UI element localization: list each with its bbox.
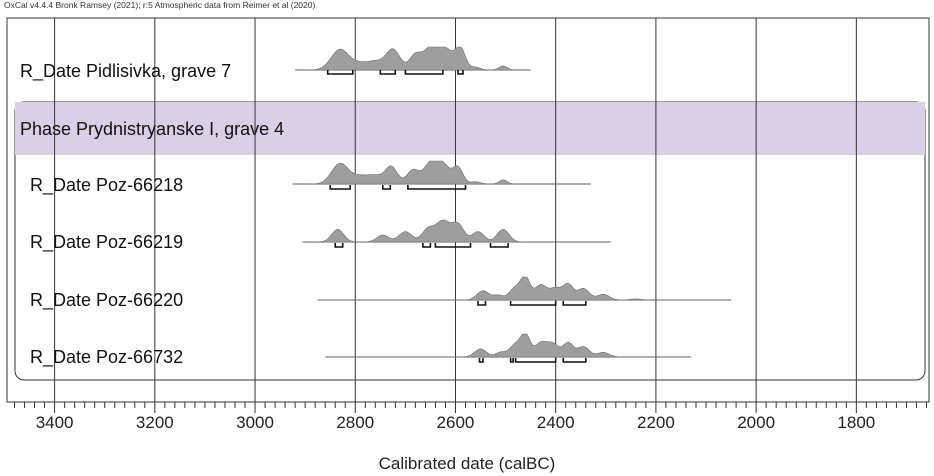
- hpd-range-bracket: [477, 301, 487, 306]
- x-axis: 3400 3200 3000 2800 2600 2400 2200 2000 1800: [14, 402, 927, 432]
- grid-lines: [54, 18, 857, 402]
- hpd-range-bracket: [478, 358, 484, 363]
- x-tick-label: 2200: [637, 413, 675, 432]
- hpd-range-bracket: [509, 358, 514, 363]
- phase-label: Phase Prydnistryanske I, grave 4: [20, 119, 284, 139]
- hpd-range-bracket: [334, 243, 344, 248]
- probability-curve: [292, 160, 591, 185]
- oxcal-header: OxCal v4.4.4 Bronk Ramsey (2021); r:5 At…: [4, 0, 316, 10]
- hpd-range-bracket: [379, 70, 397, 75]
- x-tick-label: 2800: [336, 413, 374, 432]
- hpd-range-bracket: [514, 358, 557, 363]
- hpd-range-bracket: [326, 70, 354, 75]
- hpd-range-bracket: [562, 301, 587, 306]
- x-tick-label: 3000: [236, 413, 274, 432]
- date-row: R_Date Pidlisivka, grave 7: [20, 46, 531, 82]
- hpd-range-bracket: [509, 301, 557, 306]
- phase-band: [15, 102, 925, 155]
- x-tick-label: 1800: [837, 413, 875, 432]
- row-label: R_Date Poz-66219: [30, 232, 183, 253]
- probability-curve: [302, 219, 611, 243]
- plot-frame: [6, 17, 930, 403]
- probability-curve: [295, 46, 531, 71]
- hpd-range-bracket: [422, 243, 432, 248]
- date-rows: R_Date Pidlisivka, grave 7 R_Date Poz-662…: [20, 46, 732, 368]
- x-tick-label: 3400: [36, 413, 74, 432]
- row-label: R_Date Poz-66732: [30, 347, 183, 368]
- x-tick-label: 2600: [437, 413, 475, 432]
- phase-box: Phase Prydnistryanske I, grave 4: [14, 101, 926, 381]
- x-axis-title: Calibrated date (calBC): [379, 454, 556, 473]
- probability-curve: [317, 276, 732, 301]
- hpd-range-bracket: [489, 243, 509, 248]
- hpd-range-bracket: [434, 243, 472, 248]
- hpd-range-bracket: [329, 185, 351, 190]
- date-row: R_Date Poz-66732: [30, 333, 691, 368]
- hpd-range-bracket: [562, 358, 587, 363]
- hpd-range-bracket: [457, 70, 464, 75]
- row-label: R_Date Pidlisivka, grave 7: [20, 61, 231, 82]
- date-row: R_Date Poz-66220: [30, 276, 732, 311]
- hpd-range-bracket: [404, 70, 444, 75]
- row-label: R_Date Poz-66220: [30, 290, 183, 311]
- row-label: R_Date Poz-66218: [30, 175, 183, 196]
- date-row: R_Date Poz-66219: [30, 219, 611, 253]
- hpd-range-bracket: [382, 185, 392, 190]
- x-tick-label: 2400: [537, 413, 575, 432]
- hpd-range-bracket: [407, 185, 467, 190]
- x-tick-label: 2000: [737, 413, 775, 432]
- probability-curve: [325, 333, 691, 358]
- date-row: R_Date Poz-66218: [30, 160, 591, 196]
- x-tick-label: 3200: [136, 413, 174, 432]
